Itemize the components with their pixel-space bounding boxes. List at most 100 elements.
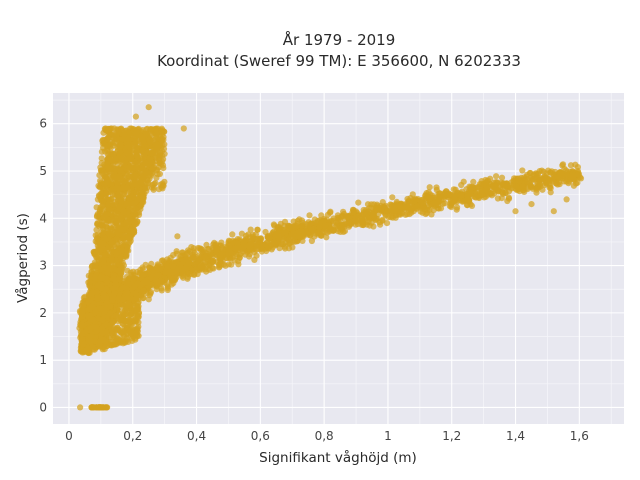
grid [53, 93, 624, 424]
data-point [320, 217, 328, 225]
data-point [122, 318, 129, 325]
data-point [262, 228, 269, 236]
data-point [212, 251, 219, 258]
data-point [298, 222, 305, 230]
data-point [126, 328, 133, 335]
data-point [513, 183, 521, 190]
data-point [498, 174, 506, 181]
data-point [375, 204, 382, 211]
data-point [197, 253, 205, 260]
data-point [290, 218, 297, 225]
data-point [184, 250, 191, 257]
data-point [238, 230, 245, 237]
data-point [123, 251, 130, 259]
data-point [150, 165, 157, 172]
data-point [132, 207, 139, 214]
data-point [500, 180, 507, 187]
data-point [468, 202, 476, 209]
data-point [133, 295, 140, 302]
data-point [220, 261, 227, 268]
data-point [92, 263, 99, 270]
data-point [383, 208, 390, 215]
data-point [79, 308, 86, 315]
data-point [94, 212, 101, 219]
data-point [126, 215, 133, 222]
data-point [117, 335, 124, 343]
data-point [190, 248, 197, 255]
data-point [134, 306, 141, 313]
data-point [139, 198, 146, 205]
data-point [207, 251, 214, 258]
data-point [356, 215, 363, 222]
data-point [99, 202, 106, 209]
data-point [533, 186, 540, 193]
data-point [403, 203, 410, 210]
data-point [217, 251, 224, 258]
data-point [467, 190, 474, 197]
data-point [577, 175, 585, 182]
data-point [368, 219, 375, 226]
data-point [350, 209, 357, 216]
data-point [464, 202, 471, 209]
data-point [156, 152, 163, 159]
data-point [327, 225, 334, 232]
data-point [137, 179, 144, 186]
data-point [282, 229, 289, 236]
data-point [113, 258, 120, 265]
data-point [110, 130, 117, 138]
data-point [107, 156, 115, 164]
data-point [285, 245, 293, 252]
data-point [508, 182, 515, 189]
data-point [105, 126, 113, 133]
data-point [99, 242, 106, 249]
data-point [285, 236, 292, 243]
data-point [105, 201, 112, 208]
data-points [76, 104, 585, 411]
data-point [100, 256, 107, 263]
data-point [547, 189, 554, 196]
data-point [435, 197, 442, 204]
data-point [117, 167, 124, 174]
data-point [541, 174, 548, 181]
data-point [160, 134, 167, 141]
data-point [160, 165, 167, 172]
data-point [504, 197, 511, 205]
data-point [345, 223, 352, 230]
data-point [120, 131, 128, 138]
data-point [135, 319, 142, 326]
data-point [493, 173, 500, 180]
data-point [214, 245, 221, 252]
data-point [137, 158, 145, 165]
data-point [149, 182, 156, 189]
data-point [295, 232, 302, 240]
data-point [369, 211, 376, 218]
data-point [548, 168, 555, 175]
data-point [110, 275, 117, 282]
data-point [433, 184, 440, 191]
data-point [110, 150, 117, 157]
data-point [109, 296, 116, 303]
data-point [556, 174, 563, 181]
data-point [115, 221, 122, 228]
data-point [94, 235, 101, 242]
data-point [102, 223, 110, 230]
data-point [554, 181, 561, 188]
data-point [115, 177, 123, 184]
data-point [354, 220, 361, 228]
data-point [112, 280, 119, 287]
data-point [499, 190, 507, 197]
data-point [373, 216, 380, 223]
data-point [120, 262, 127, 269]
data-point [458, 181, 465, 189]
data-point [159, 158, 166, 165]
data-point [115, 127, 122, 134]
data-point [147, 139, 154, 146]
data-point [298, 217, 306, 224]
data-point [116, 186, 123, 193]
data-point [135, 313, 142, 320]
data-point [153, 131, 160, 138]
data-point [108, 240, 115, 247]
data-point [95, 256, 102, 264]
data-point [306, 221, 313, 228]
data-point [183, 255, 190, 262]
